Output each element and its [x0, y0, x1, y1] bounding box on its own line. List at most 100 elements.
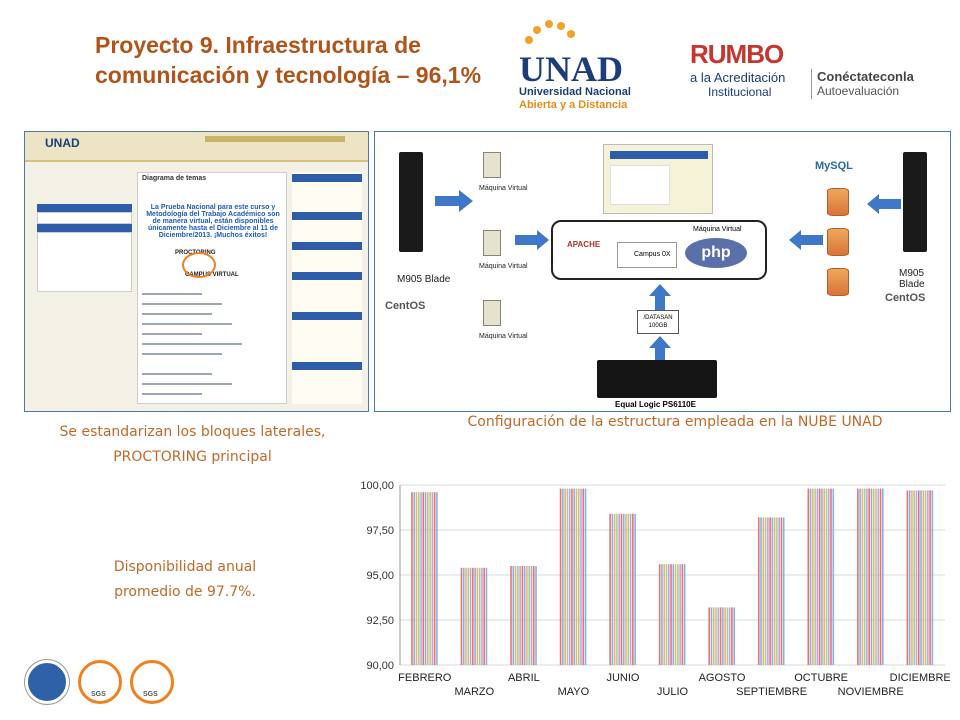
bar [568, 488, 571, 665]
arrow-left-icon [867, 194, 901, 214]
rumbo-logo-text: RUMBO [690, 39, 784, 69]
moodle-side-block [37, 232, 132, 292]
bar [530, 566, 533, 665]
bar [929, 490, 931, 665]
bar [762, 517, 765, 665]
x-tick-label: SEPTIEMBRE [736, 686, 807, 698]
bar [814, 488, 816, 665]
bar [859, 488, 861, 665]
bar [922, 490, 925, 665]
arrow-right-icon [515, 230, 549, 250]
bar [613, 513, 616, 665]
arrow-right-icon [435, 190, 473, 212]
vm-server-icon [483, 230, 501, 256]
bar [927, 490, 929, 665]
bar [526, 566, 528, 665]
bar [512, 566, 515, 665]
x-tick-label: MAYO [558, 686, 590, 698]
bar [760, 517, 762, 665]
moodle-header-bar [205, 136, 345, 142]
moodle-center-column: Diagrama de temas [137, 172, 287, 404]
campus-box: Campus 0X [617, 242, 677, 268]
bar [625, 513, 627, 665]
moodle-list-line [142, 323, 232, 325]
bar [510, 566, 512, 665]
bar [771, 517, 774, 665]
bar [535, 566, 537, 665]
mysql-logo: MySQL [815, 160, 853, 172]
bar [661, 564, 663, 665]
bar [532, 566, 535, 665]
moodle-right-block-header [292, 174, 362, 182]
bar [429, 492, 431, 665]
y-tick-label: 100,00 [360, 480, 394, 492]
bar [767, 517, 769, 665]
bar [483, 567, 485, 665]
bar [882, 488, 884, 665]
bar [422, 492, 425, 665]
rumbo-logo-line4: Autoevaluación [817, 84, 900, 98]
unad-logo-text: UNAD [519, 49, 623, 89]
bar [681, 564, 684, 665]
arrow-up-icon [649, 336, 671, 360]
bar [733, 607, 735, 665]
bar [577, 488, 580, 665]
bar [523, 566, 526, 665]
bar [465, 567, 467, 665]
bar [616, 513, 618, 665]
sgs-label-1: SGS [91, 691, 106, 698]
sgs-label-2: SGS [143, 691, 158, 698]
bar [433, 492, 436, 665]
moodle-side-block-header [37, 204, 132, 212]
moodle-right-block-header [292, 362, 362, 370]
bar [679, 564, 681, 665]
storage-array [597, 360, 717, 398]
rumbo-logo-separator [811, 69, 812, 99]
arrow-up-icon [649, 284, 671, 310]
moodle-header: UNAD [25, 132, 368, 162]
bar [667, 564, 670, 665]
bar [485, 567, 488, 665]
bar [913, 490, 916, 665]
bar [915, 490, 918, 665]
bar [875, 488, 877, 665]
bar [431, 492, 434, 665]
x-tick-label: JULIO [657, 686, 689, 698]
bar [622, 513, 625, 665]
bar [816, 488, 819, 665]
bar [832, 488, 835, 665]
bar [575, 488, 578, 665]
bar [911, 490, 913, 665]
moodle-notice: La Prueba Nacional para este curso y Met… [146, 204, 280, 239]
bar [481, 567, 483, 665]
x-tick-label: NOVIEMBRE [838, 686, 904, 698]
bar [415, 492, 418, 665]
moodle-list-line [142, 383, 232, 385]
centos-logo-right: CentOS [885, 292, 926, 304]
moodle-list-line [142, 303, 222, 305]
bar [562, 488, 564, 665]
bar [559, 488, 562, 665]
caption-availability: Disponibilidad anual promedio de 97.7%. [113, 559, 257, 600]
vm-label: Máquina Virtual [479, 185, 528, 192]
bar [514, 566, 517, 665]
bar [868, 488, 871, 665]
database-icon [827, 268, 849, 296]
moodle-right-block-header [292, 312, 362, 320]
virtual-machine-box: Máquina Virtual APACHE Campus 0X php [551, 220, 767, 280]
blade-server-left [399, 152, 423, 252]
bar [413, 492, 416, 665]
bar [719, 607, 722, 665]
bar [627, 513, 630, 665]
server-label-right: M905 Blade [899, 268, 925, 290]
bar [528, 566, 530, 665]
bar [823, 488, 825, 665]
moodle-right-block-header [292, 242, 362, 250]
bar [476, 567, 479, 665]
moodle-list-line [142, 393, 202, 395]
bar [863, 488, 866, 665]
bar [460, 567, 463, 665]
website-thumbnail [603, 144, 713, 214]
bar [580, 488, 582, 665]
